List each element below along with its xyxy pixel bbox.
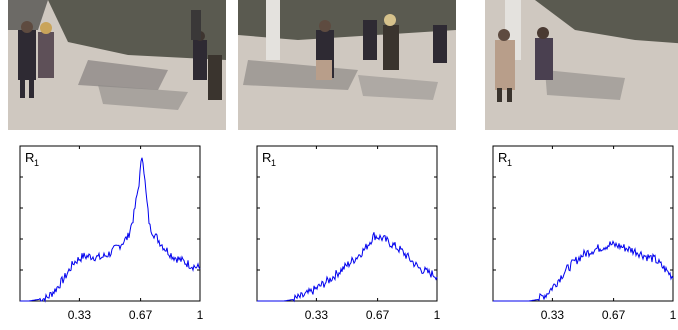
series-line <box>20 157 201 303</box>
series-line <box>257 232 438 303</box>
chart-2: 0.33 0.67 1R 1 <box>256 145 441 322</box>
y-axis-label-subscript: 1 <box>271 158 276 168</box>
plot-frame <box>492 145 674 302</box>
y-axis-label-subscript: 1 <box>507 158 512 168</box>
y-axis-label: R <box>262 150 271 165</box>
x-tick-label: 0.33 <box>541 308 565 322</box>
video-frame-1-image <box>8 0 226 130</box>
x-tick-label: 0.67 <box>129 308 153 322</box>
y-axis-label-subscript: 1 <box>34 158 39 168</box>
x-tick-label: 0.67 <box>602 308 626 322</box>
x-tick-label: 0.33 <box>305 308 329 322</box>
series-line <box>493 240 674 302</box>
x-tick-label: 0.67 <box>366 308 390 322</box>
y-axis-label: R <box>25 150 34 165</box>
plot-frame <box>256 145 438 302</box>
video-frame-1 <box>8 0 226 130</box>
x-tick-label: 1 <box>197 308 204 322</box>
video-frame-3-image <box>485 0 678 130</box>
x-tick-label: 1 <box>670 308 677 322</box>
plot-frame <box>19 145 201 302</box>
video-frame-2-image <box>238 0 456 130</box>
x-tick-label: 0.33 <box>68 308 92 322</box>
video-frame-2 <box>238 0 456 130</box>
chart-1: 0.33 0.67 1R 1 <box>19 145 204 322</box>
chart-3: 0.33 0.67 1R 1 <box>492 145 677 322</box>
x-tick-label: 1 <box>434 308 441 322</box>
video-frame-3 <box>485 0 678 130</box>
y-axis-label: R <box>498 150 507 165</box>
